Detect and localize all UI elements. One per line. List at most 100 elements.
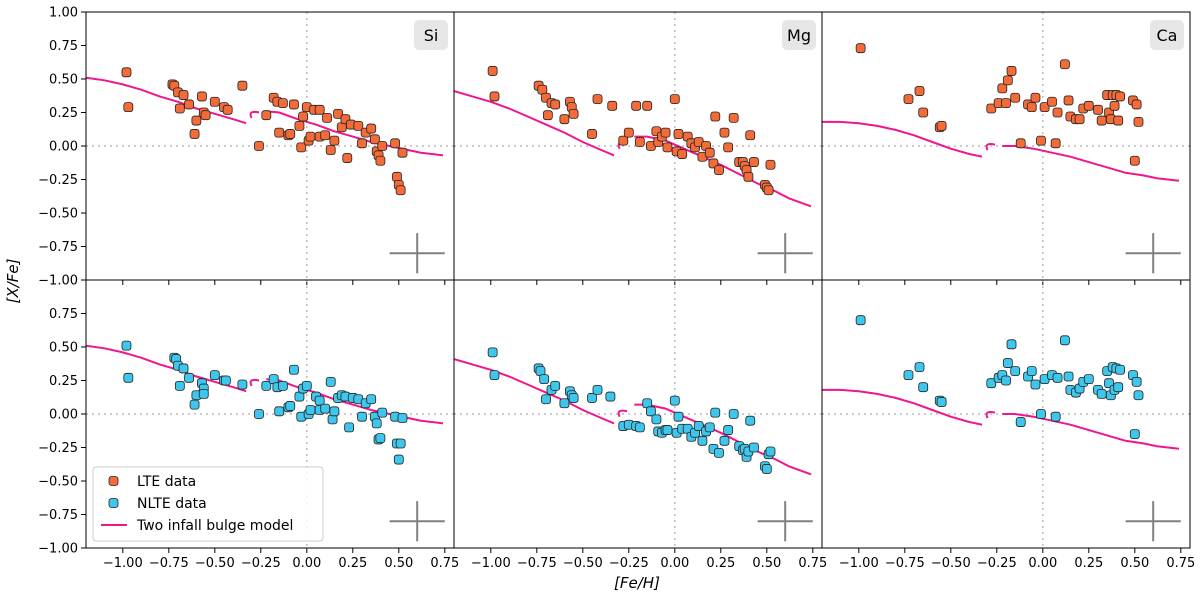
y-tick-label: −0.75 [38, 508, 78, 523]
nlte-data-point [1063, 371, 1074, 382]
nlte-data-point [274, 406, 285, 417]
nlte-data-point [325, 376, 336, 387]
nlte-data-point [1050, 411, 1061, 422]
lte-data-point [325, 145, 336, 155]
x-tick-label: 0.25 [1074, 556, 1103, 571]
lte-data-point [1036, 135, 1046, 146]
x-tick-label: 0.00 [292, 556, 321, 571]
y-tick-label: −1.00 [38, 274, 78, 289]
lte-data-point [397, 147, 408, 158]
model-curve-segment [86, 76, 247, 125]
nlte-data-point [918, 382, 929, 393]
nlte-data-point [1129, 429, 1140, 440]
y-tick-label: −0.50 [38, 475, 78, 490]
lte-data-point [209, 96, 220, 107]
nlte-data-point [728, 409, 739, 419]
nlte-data-point [1131, 376, 1142, 387]
lte-data-point [369, 134, 380, 145]
lte-data-point [1015, 138, 1026, 149]
model-curve-segment [1002, 413, 1180, 450]
nlte-data-point [592, 384, 603, 395]
nlte-data-point [568, 393, 579, 403]
lte-data-point [765, 159, 776, 170]
lte-data-point [342, 153, 353, 163]
y-tick-label: −0.25 [38, 441, 78, 456]
lte-data-point [745, 130, 756, 141]
lte-data-point [366, 123, 377, 134]
lte-data-point [550, 99, 561, 110]
lte-data-point [174, 103, 185, 114]
nlte-data-point [397, 413, 408, 423]
nlte-data-point [489, 370, 500, 381]
lte-data-point [333, 108, 343, 119]
lte-data-point [123, 102, 134, 113]
lte-data-point [1006, 66, 1017, 76]
lte-data-point [320, 130, 331, 141]
nlte-data-point [393, 454, 404, 465]
lte-data-point [1093, 104, 1103, 115]
lte-data-point [197, 91, 207, 102]
nlte-data-point [903, 370, 914, 381]
nlte-data-point [719, 435, 730, 446]
lte-data-point [489, 91, 500, 102]
lte-data-point [294, 121, 305, 131]
nlte-data-point [220, 375, 231, 386]
x-tick-label: −1.00 [839, 556, 879, 571]
element-label-box [782, 20, 816, 50]
nlte-data-point [1030, 379, 1041, 390]
element-label: Mg [787, 26, 811, 45]
nlte-data-point [377, 407, 388, 418]
lte-data-point [642, 100, 653, 111]
nlte-data-point [1026, 366, 1037, 377]
lte-data-point [914, 86, 925, 96]
y-tick-label: −0.75 [38, 240, 78, 255]
y-tick-label: 0.25 [49, 374, 78, 389]
nlte-data-point [357, 411, 367, 422]
lte-data-point [714, 165, 724, 176]
lte-data-point [200, 110, 211, 121]
lte-data-point [1129, 155, 1140, 166]
element-label: Ca [1157, 26, 1178, 45]
nlte-data-point [487, 347, 498, 358]
lte-data-point [542, 110, 553, 121]
lte-data-point [660, 127, 671, 138]
lte-data-point [296, 142, 307, 153]
x-tick-label: 0.00 [1028, 556, 1057, 571]
model-curve-segment [822, 388, 983, 426]
lte-data-point [1059, 59, 1070, 70]
nlte-data-point [693, 421, 704, 431]
y-tick-label: 0.50 [49, 341, 78, 356]
lte-data-point [618, 135, 629, 146]
lte-data-point [1083, 100, 1094, 111]
x-tick-label: −1.00 [471, 556, 511, 571]
element-label-box [1150, 20, 1184, 50]
nlte-data-point [289, 364, 299, 375]
lte-data-point [1030, 92, 1041, 103]
nlte-data-point [723, 425, 734, 435]
panel-mg-nlte: −1.00 −0.75 −0.50 −0.25 0.00 0.25 0.50 0.75 [453, 279, 827, 571]
legend-label-model: Two infall bulge model [136, 518, 293, 534]
element-label: Si [424, 26, 439, 45]
model-curve-segment [1002, 145, 1180, 182]
nlte-data-point [710, 407, 721, 418]
nlte-data-point [1059, 335, 1070, 346]
x-tick-label: 0.75 [798, 556, 827, 571]
x-tick-label: −1.00 [103, 556, 143, 571]
lte-data-point [1052, 107, 1063, 118]
x-tick-label: −0.25 [241, 556, 281, 571]
lte-data-point [918, 107, 929, 118]
lte-data-point [254, 141, 264, 151]
lte-data-point [592, 94, 603, 104]
legend-frame [92, 466, 324, 542]
lte-data-point [322, 112, 332, 123]
nlte-data-point [559, 398, 570, 409]
lte-data-point [289, 99, 299, 110]
x-tick-label: −0.50 [563, 556, 603, 571]
lte-data-point [178, 90, 189, 100]
nlte-data-point [749, 442, 759, 453]
lte-data-point [375, 155, 386, 166]
lte-data-point [677, 149, 688, 159]
x-tick-label: 0.50 [1120, 556, 1149, 571]
legend-nlte-swatch [108, 498, 119, 508]
lte-data-point [1002, 75, 1013, 86]
